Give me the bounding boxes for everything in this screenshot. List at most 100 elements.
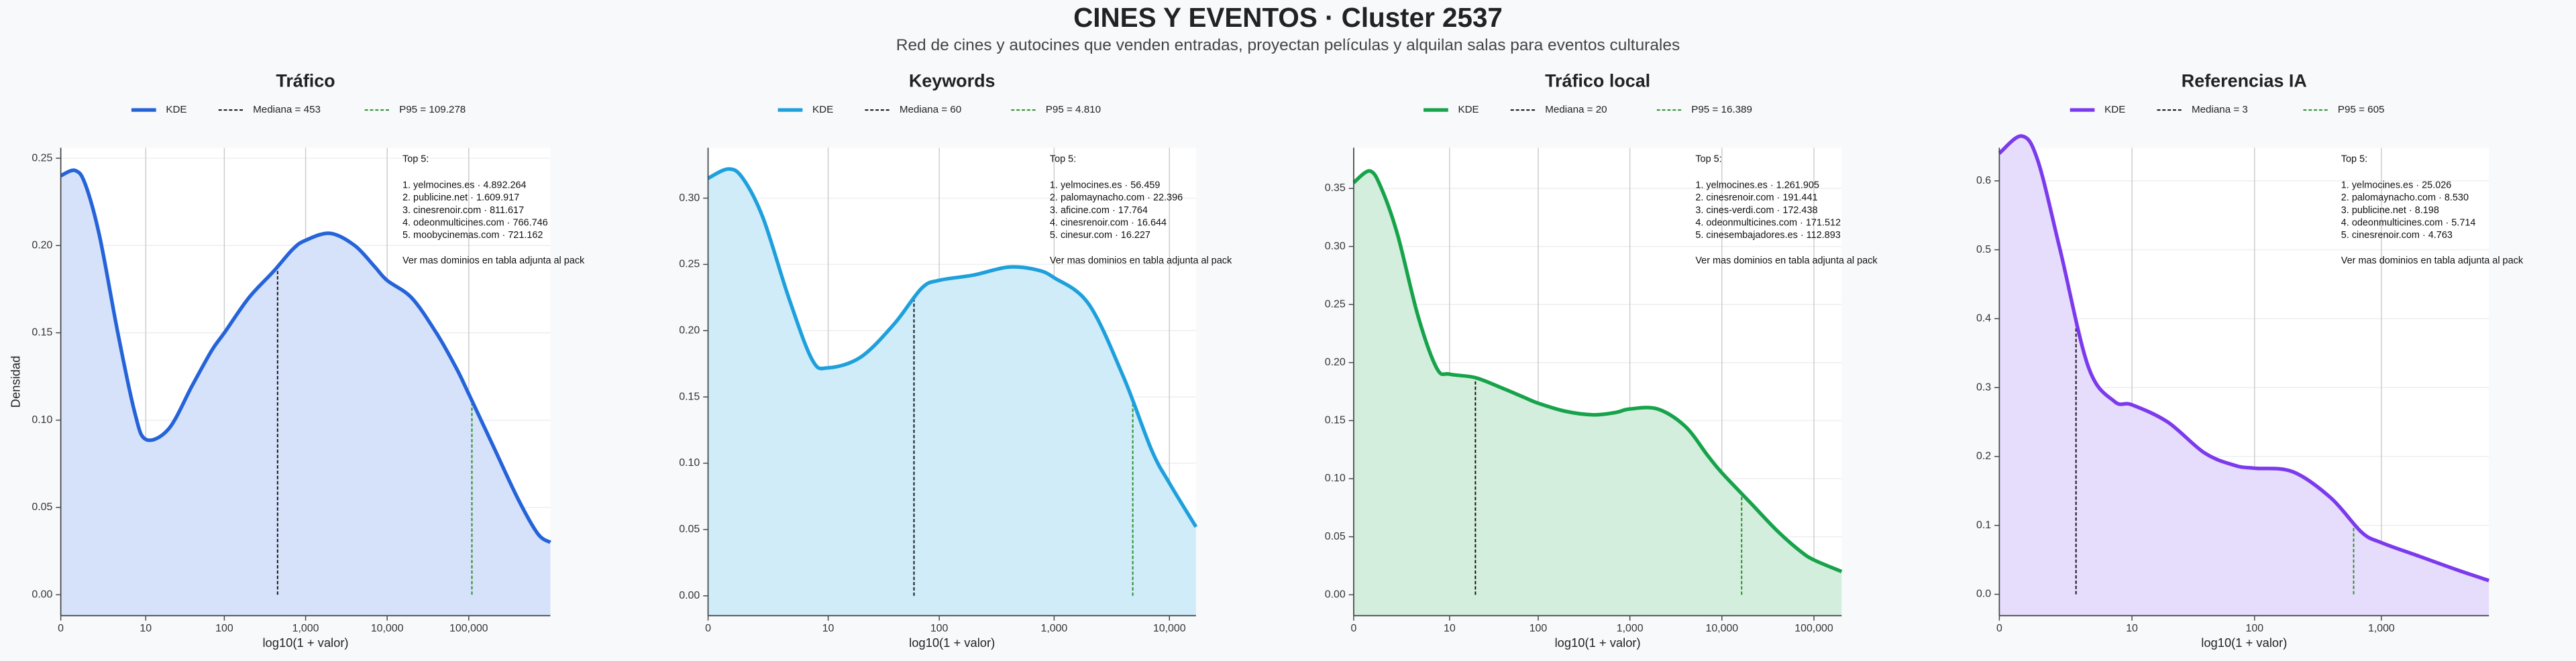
top5-item: 4. cinesrenoir.com · 16.644 <box>1050 217 1167 228</box>
x-tick-label: 100,000 <box>1794 623 1833 634</box>
y-tick-label: 0.35 <box>1325 182 1346 194</box>
legend-label: Mediana = 3 <box>2192 104 2248 115</box>
x-tick-label: 1,000 <box>292 623 319 634</box>
x-tick-label: 100 <box>930 623 949 634</box>
kde-line <box>1998 134 2490 583</box>
chart-panel: 0.00 0.05 0.10 0.15 0.20 0.25 0 10 100 1,000 10,00… <box>8 71 585 650</box>
x-tick-label: 10 <box>1444 623 1456 634</box>
x-tick-label: 10,000 <box>371 623 404 634</box>
top5-item: 5. cinesur.com · 16.227 <box>1050 230 1150 241</box>
top5-item: 2. publicine.net · 1.609.917 <box>402 192 519 203</box>
chart-panel: 0.00 0.05 0.10 0.15 0.20 0.25 0.30 0.35 0 10 100 1,… <box>1325 71 1878 650</box>
x-tick-label: 10,000 <box>1705 623 1738 634</box>
legend-label: KDE <box>1458 104 1479 115</box>
top5-note: Ver mas dominios en tabla adjunta al pac… <box>2341 255 2524 266</box>
top5-item: 1. yelmocines.es · 25.026 <box>2341 180 2452 191</box>
x-tick-label: 1,000 <box>1617 623 1644 634</box>
legend-label: P95 = 109.278 <box>399 104 466 115</box>
y-tick-label: 0.15 <box>679 391 700 402</box>
top5-item: 1. yelmocines.es · 4.892.264 <box>402 180 527 191</box>
x-tick-label: 10 <box>140 623 152 634</box>
legend-label: Mediana = 20 <box>1545 104 1607 115</box>
y-tick-label: 0.5 <box>1976 244 1991 255</box>
legend-label: P95 = 605 <box>2338 104 2385 115</box>
legend-label: KDE <box>2104 104 2125 115</box>
x-axis-label: log10(1 + valor) <box>2201 636 2287 650</box>
top5-item: 1. yelmocines.es · 1.261.905 <box>1695 180 1819 191</box>
x-axis-label: log10(1 + valor) <box>909 636 995 650</box>
top5-title: Top 5: <box>402 154 429 164</box>
top5-item: 5. moobycinemas.com · 721.162 <box>402 230 543 241</box>
y-tick-label: 0.10 <box>32 414 52 426</box>
top5-item: 2. cinesrenoir.com · 191.441 <box>1695 192 1817 203</box>
top5-title: Top 5: <box>1050 154 1076 164</box>
x-tick-label: 0 <box>58 623 64 634</box>
y-tick-label: 0.15 <box>1325 415 1346 426</box>
y-tick-label: 0.30 <box>679 192 700 204</box>
top5-title: Top 5: <box>1695 154 1721 164</box>
y-tick-label: 0.05 <box>679 524 700 535</box>
top5-title: Top 5: <box>2341 154 2367 164</box>
y-tick-label: 0.15 <box>32 327 52 339</box>
kde-line <box>60 168 551 544</box>
kde-area <box>708 169 1196 616</box>
x-tick-label: 10,000 <box>1153 623 1186 634</box>
y-tick-label: 0.3 <box>1976 381 1991 393</box>
y-tick-label: 0.25 <box>32 152 52 164</box>
top5-item: 5. cinesembajadores.es · 112.893 <box>1695 230 1840 241</box>
y-tick-label: 0.00 <box>1325 589 1346 600</box>
y-tick-label: 0.00 <box>32 589 52 600</box>
top5-item: 4. odeonmulticines.com · 766.746 <box>402 217 548 228</box>
y-tick-label: 0.20 <box>32 239 52 251</box>
y-tick-label: 0.30 <box>1325 241 1346 252</box>
x-tick-label: 10 <box>2126 623 2138 634</box>
y-tick-label: 0.10 <box>1325 473 1346 484</box>
y-tick-label: 0.1 <box>1976 520 1991 531</box>
y-tick-label: 0.4 <box>1976 313 1991 324</box>
top5-item: 4. odeonmulticines.com · 171.512 <box>1695 217 1841 228</box>
top5-note: Ver mas dominios en tabla adjunta al pac… <box>1695 255 1878 266</box>
x-tick-label: 100,000 <box>449 623 488 634</box>
x-tick-label: 100 <box>2246 623 2264 634</box>
y-tick-label: 0.05 <box>32 501 52 513</box>
x-tick-label: 0 <box>1351 623 1357 634</box>
kde-area <box>60 170 551 616</box>
x-axis-label: log10(1 + valor) <box>1555 636 1641 650</box>
chart-title: Tráfico <box>276 71 335 91</box>
chart-title: Tráfico local <box>1545 71 1650 91</box>
x-tick-label: 10 <box>822 623 835 634</box>
top5-item: 3. publicine.net · 8.198 <box>2341 205 2439 216</box>
page-subtitle: Red de cines y autocines que venden entr… <box>896 36 1680 54</box>
y-tick-label: 0.2 <box>1976 450 1991 462</box>
legend-label: Mediana = 60 <box>900 104 961 115</box>
legend-label: KDE <box>812 104 833 115</box>
top5-item: 1. yelmocines.es · 56.459 <box>1050 180 1161 191</box>
x-axis-label: log10(1 + valor) <box>262 636 348 650</box>
legend-label: Mediana = 453 <box>253 104 321 115</box>
x-tick-label: 100 <box>1529 623 1548 634</box>
top5-item: 2. palomaynacho.com · 22.396 <box>1050 192 1183 203</box>
top5-note: Ver mas dominios en tabla adjunta al pac… <box>1050 255 1232 266</box>
chart-panel: 0.0 0.1 0.2 0.3 0.4 0.5 0.6 0 10 100 1,000 KDE Media… <box>1976 71 2524 650</box>
legend-label: KDE <box>166 104 186 115</box>
legend-label: P95 = 4.810 <box>1046 104 1101 115</box>
top5-item: 3. aficine.com · 17.764 <box>1050 205 1148 216</box>
chart-title: Keywords <box>909 71 996 91</box>
chart-panel: 0.00 0.05 0.10 0.15 0.20 0.25 0.30 0 10 100 1,000 1… <box>679 71 1232 650</box>
kde-line <box>707 167 1198 528</box>
y-tick-label: 0.25 <box>679 259 700 270</box>
top5-item: 3. cinesrenoir.com · 811.617 <box>402 205 524 216</box>
page-title: CINES Y EVENTOS · Cluster 2537 <box>1073 2 1503 33</box>
kde-area <box>1999 135 2489 616</box>
y-tick-label: 0.20 <box>679 324 700 336</box>
y-axis-label: Densidad <box>8 356 22 408</box>
kde-line <box>1352 169 1843 574</box>
top5-item: 3. cines-verdi.com · 172.438 <box>1695 205 1817 216</box>
chart-title: Referencias IA <box>2182 71 2307 91</box>
y-tick-label: 0.0 <box>1976 589 1991 600</box>
top5-item: 4. odeonmulticines.com · 5.714 <box>2341 217 2476 228</box>
x-tick-label: 1,000 <box>2368 623 2395 634</box>
y-tick-label: 0.6 <box>1976 175 1991 186</box>
y-tick-label: 0.20 <box>1325 357 1346 368</box>
